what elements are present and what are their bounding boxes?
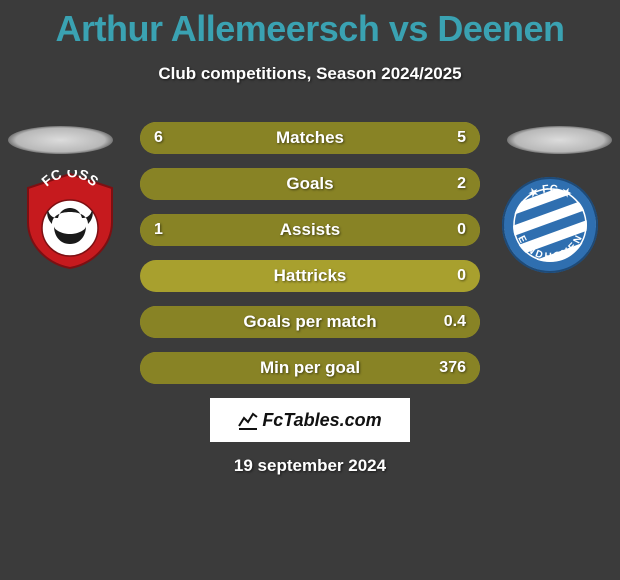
stat-row-hattricks: Hattricks 0	[140, 260, 480, 292]
stat-label: Goals	[286, 174, 333, 194]
stat-value-right: 376	[439, 359, 466, 377]
player1-photo-shadow	[8, 126, 113, 154]
stat-row-matches: Matches 6 5	[140, 122, 480, 154]
fc-eindhoven-badge: ★ FC ★ E I N D H O V E N	[500, 175, 600, 275]
stat-value-left: 6	[154, 129, 163, 147]
stat-row-min-per-goal: Min per goal 376	[140, 352, 480, 384]
attribution-text: FcTables.com	[262, 410, 381, 431]
stat-label: Goals per match	[243, 312, 376, 332]
fc-oss-badge: FC OSS	[20, 170, 120, 270]
stat-bars: Matches 6 5 Goals 2 Assists 1 0 Hattricks 0 Goals …	[140, 122, 480, 398]
stat-label: Assists	[280, 220, 340, 240]
player2-photo-shadow	[507, 126, 612, 154]
date-text: 19 september 2024	[234, 456, 386, 476]
stat-row-goals-per-match: Goals per match 0.4	[140, 306, 480, 338]
attribution-box: FcTables.com	[210, 398, 410, 442]
stat-label: Matches	[276, 128, 344, 148]
stat-value-right: 0	[457, 267, 466, 285]
stat-label: Min per goal	[260, 358, 360, 378]
stat-value-right: 0.4	[444, 313, 466, 331]
stat-value-right: 2	[457, 175, 466, 193]
stat-row-goals: Goals 2	[140, 168, 480, 200]
stat-value-right: 0	[457, 221, 466, 239]
chart-icon	[238, 410, 258, 430]
stat-value-right: 5	[457, 129, 466, 147]
stat-value-left: 1	[154, 221, 163, 239]
title-player2: Deenen	[437, 8, 564, 49]
subtitle: Club competitions, Season 2024/2025	[0, 64, 620, 84]
title-player1: Arthur Allemeersch	[56, 8, 380, 49]
title-vs: vs	[389, 8, 428, 49]
stat-label: Hattricks	[274, 266, 347, 286]
page-title: Arthur Allemeersch vs Deenen	[0, 0, 620, 50]
stat-row-assists: Assists 1 0	[140, 214, 480, 246]
